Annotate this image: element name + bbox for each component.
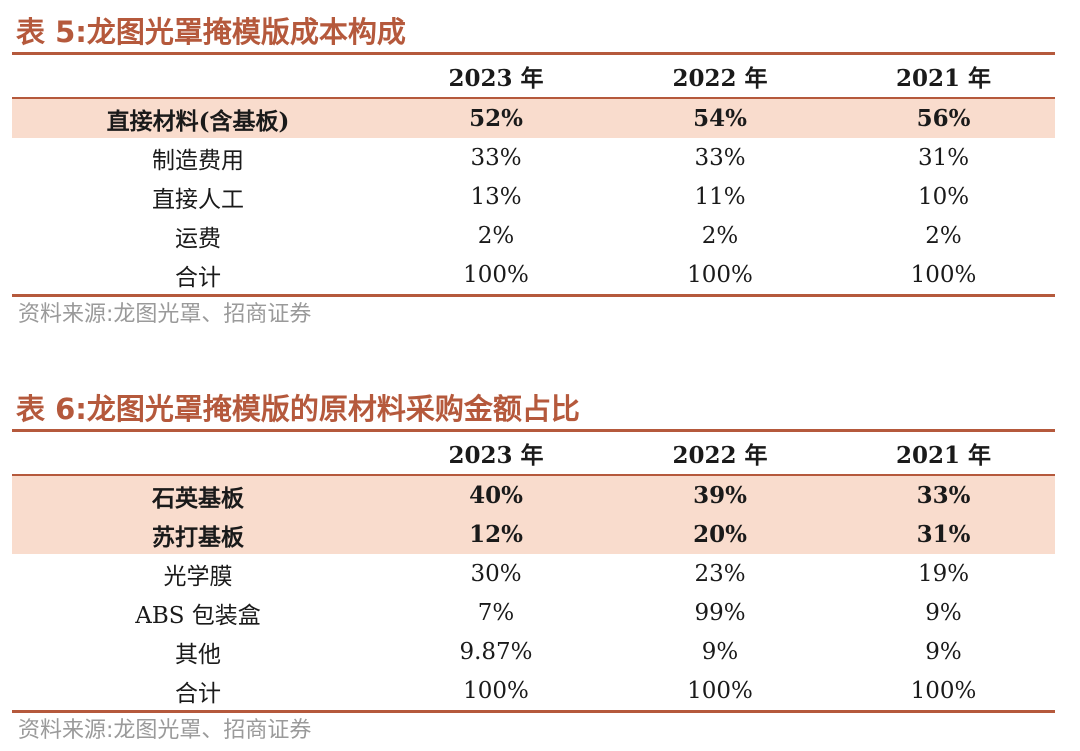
cell-value: 100% — [910, 677, 977, 704]
table5-header-cell — [12, 55, 384, 98]
row-label: 制造费用 — [152, 147, 244, 174]
table6-header-cell: 2021 年 — [895, 442, 992, 469]
cell-value: 9% — [925, 599, 962, 626]
table5-header-row: 2023 年 2022 年 2021 年 — [12, 55, 1055, 98]
table6-header-cell: 2022 年 — [672, 442, 768, 469]
cell-value: 9% — [701, 638, 739, 665]
table6-block: 表 6:龙图光罩掩模版的原材料采购金额占比 2023 年 2022 年 2021… — [12, 389, 1055, 749]
row-label: ABS 包装盒 — [135, 602, 261, 629]
table-row: 制造费用 33% 33% 31% — [12, 138, 1055, 177]
table6-header-cell: 2023 年 — [448, 442, 544, 469]
cell-value: 19% — [917, 560, 970, 587]
row-label: 合计 — [175, 264, 221, 291]
row-label: 直接人工 — [152, 186, 244, 213]
cell-value: 39% — [608, 475, 832, 515]
cell-value: 31% — [832, 515, 1055, 554]
cell-value: 2% — [701, 222, 739, 249]
cell-value: 7% — [477, 599, 515, 626]
cell-value: 2% — [477, 222, 515, 249]
table-row: ABS 包装盒 7% 99% 9% — [12, 593, 1055, 632]
row-label: 光学膜 — [163, 563, 233, 590]
cell-value: 56% — [832, 98, 1055, 138]
cell-value: 11% — [694, 183, 746, 210]
table6-header-cell — [12, 432, 384, 475]
table-row: 运费 2% 2% 2% — [12, 216, 1055, 255]
cell-value: 33% — [470, 144, 522, 171]
cell-value: 54% — [608, 98, 832, 138]
table-row: 石英基板 40% 39% 33% — [12, 475, 1055, 515]
cell-value: 13% — [470, 183, 522, 210]
table5-title: 表 5:龙图光罩掩模版成本构成 — [16, 15, 406, 49]
table5-source: 资料来源:龙图光罩、招商证券 — [18, 302, 312, 327]
cell-value: 52% — [384, 98, 608, 138]
table6-bottom-rule — [12, 710, 1055, 713]
cell-value: 100% — [463, 261, 529, 288]
table6-title: 表 6:龙图光罩掩模版的原材料采购金额占比 — [16, 392, 580, 426]
cell-value: 99% — [694, 599, 746, 626]
cell-value: 100% — [910, 261, 977, 288]
row-label: 直接材料(含基板) — [12, 98, 384, 138]
cell-value: 33% — [832, 475, 1055, 515]
table5-header-cell: 2023 年 — [448, 65, 544, 92]
table5-header-cell: 2022 年 — [672, 65, 768, 92]
table5-bottom-rule — [12, 294, 1055, 297]
cell-value: 9.87% — [459, 638, 533, 665]
table-row: 合计 100% 100% 100% — [12, 671, 1055, 710]
cell-value: 100% — [463, 677, 529, 704]
cell-value: 40% — [384, 475, 608, 515]
cell-value: 31% — [917, 144, 970, 171]
table-row: 光学膜 30% 23% 19% — [12, 554, 1055, 593]
row-label: 合计 — [175, 680, 221, 707]
table5-block: 表 5:龙图光罩掩模版成本构成 2023 年 2022 年 2021 年 直接材… — [12, 12, 1055, 333]
cell-value: 23% — [694, 560, 746, 587]
table6-top-rule — [12, 429, 1055, 432]
cell-value: 12% — [384, 515, 608, 554]
table6-header-row: 2023 年 2022 年 2021 年 — [12, 432, 1055, 475]
table5-header-cell: 2021 年 — [895, 65, 992, 92]
cell-value: 9% — [925, 638, 962, 665]
row-label: 其他 — [175, 641, 221, 668]
table5-top-rule — [12, 52, 1055, 55]
table-row: 苏打基板 12% 20% 31% — [12, 515, 1055, 554]
table6-source: 资料来源:龙图光罩、招商证券 — [18, 718, 312, 743]
cell-value: 100% — [687, 261, 753, 288]
cell-value: 10% — [917, 183, 970, 210]
table-row: 直接材料(含基板) 52% 54% 56% — [12, 98, 1055, 138]
table6: 2023 年 2022 年 2021 年 石英基板 40% 39% 33% 苏打… — [12, 432, 1055, 710]
table5: 2023 年 2022 年 2021 年 直接材料(含基板) 52% 54% 5… — [12, 55, 1055, 294]
table-row: 直接人工 13% 11% 10% — [12, 177, 1055, 216]
cell-value: 2% — [925, 222, 962, 249]
table-row: 合计 100% 100% 100% — [12, 255, 1055, 294]
cell-value: 30% — [470, 560, 522, 587]
cell-value: 20% — [608, 515, 832, 554]
cell-value: 100% — [687, 677, 753, 704]
row-label: 运费 — [175, 225, 221, 252]
cell-value: 33% — [694, 144, 746, 171]
row-label: 苏打基板 — [12, 515, 384, 554]
table-row: 其他 9.87% 9% 9% — [12, 632, 1055, 671]
row-label: 石英基板 — [12, 475, 384, 515]
